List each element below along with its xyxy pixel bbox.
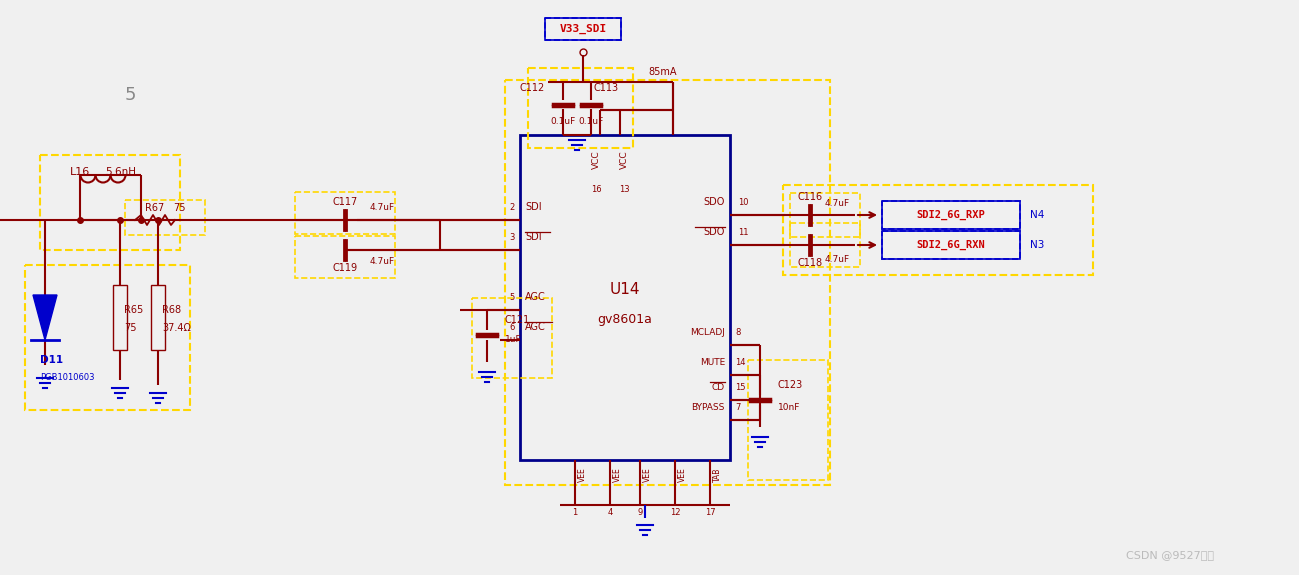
Text: PGB1010603: PGB1010603 <box>40 374 95 382</box>
Bar <box>25 265 190 410</box>
Bar <box>151 285 165 350</box>
Text: 9: 9 <box>638 508 643 517</box>
Bar <box>505 80 830 485</box>
Text: 5.6nH: 5.6nH <box>105 167 136 177</box>
Text: 11: 11 <box>738 228 748 237</box>
Text: L16: L16 <box>70 167 90 177</box>
Bar <box>882 201 1020 229</box>
Text: C118: C118 <box>798 258 822 268</box>
Text: 13: 13 <box>618 186 629 194</box>
Text: TAB: TAB <box>713 468 722 482</box>
Text: 5: 5 <box>125 86 136 104</box>
Text: C117: C117 <box>333 197 357 207</box>
Text: VEE: VEE <box>643 467 652 482</box>
Text: 85mA: 85mA <box>648 67 677 77</box>
Text: 1uF: 1uF <box>505 335 522 344</box>
Text: R67: R67 <box>145 203 165 213</box>
Text: 16: 16 <box>591 186 601 194</box>
Text: D11: D11 <box>40 355 64 365</box>
Text: SDI2_6G_RXP: SDI2_6G_RXP <box>917 210 986 220</box>
Text: 2: 2 <box>509 203 514 212</box>
Bar <box>790 193 860 237</box>
Text: C121: C121 <box>505 315 530 325</box>
Bar <box>472 298 552 378</box>
Bar <box>882 231 1020 259</box>
Text: 5: 5 <box>509 293 514 302</box>
Text: 1: 1 <box>573 508 578 517</box>
Bar <box>790 223 860 267</box>
Text: BYPASS: BYPASS <box>691 403 725 412</box>
Bar <box>295 236 395 278</box>
Text: 10nF: 10nF <box>778 402 800 412</box>
Text: C113: C113 <box>594 83 620 93</box>
Text: 3: 3 <box>509 233 514 242</box>
Bar <box>882 201 1020 229</box>
Text: C119: C119 <box>333 263 357 273</box>
Text: VEE: VEE <box>578 467 587 482</box>
Text: C123: C123 <box>778 380 803 390</box>
Bar <box>546 18 621 40</box>
Text: CD: CD <box>712 383 725 392</box>
Text: N3: N3 <box>1030 240 1044 250</box>
Text: U14: U14 <box>609 282 640 297</box>
Text: MCLADJ: MCLADJ <box>690 328 725 337</box>
Text: 12: 12 <box>670 508 681 517</box>
Text: 6: 6 <box>509 323 514 332</box>
Text: SDI2_6G_RXN: SDI2_6G_RXN <box>917 240 986 250</box>
Bar <box>527 68 633 148</box>
Text: C112: C112 <box>520 83 546 93</box>
Text: VEE: VEE <box>613 467 622 482</box>
Bar <box>40 155 181 250</box>
Text: R65: R65 <box>123 305 143 315</box>
Text: VCC: VCC <box>620 151 629 169</box>
Bar <box>520 135 730 460</box>
Text: 0.1uF: 0.1uF <box>551 117 575 126</box>
Text: N4: N4 <box>1030 210 1044 220</box>
Text: SDO: SDO <box>704 197 725 207</box>
Text: CSDN @9527华安: CSDN @9527华安 <box>1126 550 1215 560</box>
Text: SDI: SDI <box>525 232 542 242</box>
Text: AGC: AGC <box>525 322 546 332</box>
Text: C116: C116 <box>798 192 822 202</box>
Text: 14: 14 <box>735 358 746 367</box>
Text: 8: 8 <box>735 328 740 337</box>
Text: 37.4Ω: 37.4Ω <box>162 323 191 333</box>
Bar <box>546 18 621 40</box>
Text: V33_SDI: V33_SDI <box>560 24 607 34</box>
Text: 10: 10 <box>738 198 748 207</box>
Text: gv8601a: gv8601a <box>598 313 652 327</box>
Polygon shape <box>32 295 57 340</box>
Text: 4.7uF: 4.7uF <box>370 204 395 213</box>
Text: 4: 4 <box>608 508 613 517</box>
Bar <box>882 231 1020 259</box>
Text: 4.7uF: 4.7uF <box>825 198 850 208</box>
Bar <box>748 360 827 480</box>
Text: 75: 75 <box>123 323 136 333</box>
Bar <box>783 185 1092 275</box>
Bar <box>125 200 205 235</box>
Text: 4.7uF: 4.7uF <box>370 258 395 266</box>
Text: SDI: SDI <box>525 202 542 212</box>
Text: 15: 15 <box>735 383 746 392</box>
Text: VEE: VEE <box>678 467 687 482</box>
Text: 17: 17 <box>704 508 716 517</box>
Text: AGC: AGC <box>525 292 546 302</box>
Text: MUTE: MUTE <box>700 358 725 367</box>
Text: VCC: VCC <box>591 151 600 169</box>
Text: 7: 7 <box>735 403 740 412</box>
Text: SDO: SDO <box>704 227 725 237</box>
Bar <box>113 285 127 350</box>
Bar <box>295 192 395 234</box>
Text: 0.1uF: 0.1uF <box>578 117 604 126</box>
Text: 4.7uF: 4.7uF <box>825 255 850 263</box>
Text: 75: 75 <box>173 203 186 213</box>
Text: R68: R68 <box>162 305 181 315</box>
